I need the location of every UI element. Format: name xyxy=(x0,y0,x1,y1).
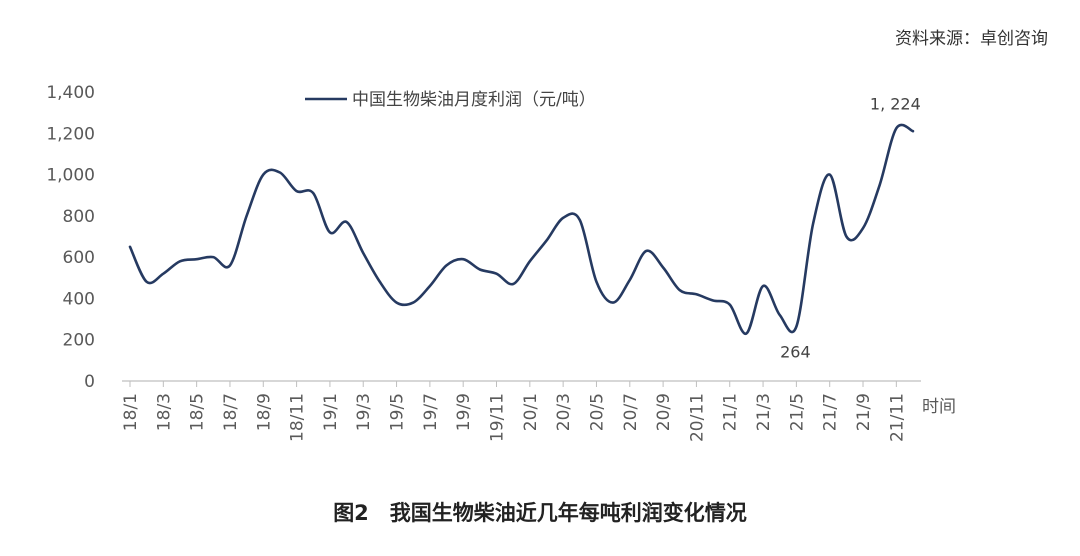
x-tick-label: 21/5 xyxy=(787,393,807,431)
x-axis-labels: 18/1 18/3 18/5 18/7 18/9 18/11 19/1 19/3 19/5 19/… xyxy=(121,393,907,442)
x-tick-label: 20/1 xyxy=(521,393,541,431)
x-tick-label: 20/3 xyxy=(554,393,574,431)
y-tick-label: 0 xyxy=(84,372,95,392)
figure-caption: 图2 我国生物柴油近几年每吨利润变化情况 xyxy=(333,501,747,525)
x-tick-label: 21/9 xyxy=(854,393,874,431)
x-tick-label: 18/3 xyxy=(154,393,174,431)
x-tick-label: 20/11 xyxy=(687,393,707,442)
data-label: 264 xyxy=(780,343,811,362)
x-tick-label: 20/9 xyxy=(654,393,674,431)
x-tick-label: 21/1 xyxy=(721,393,741,431)
x-tick-label: 20/7 xyxy=(621,393,641,431)
series-line xyxy=(128,123,915,335)
x-axis-ticks xyxy=(129,381,897,387)
x-tick-label: 18/9 xyxy=(254,393,274,431)
x-tick-label: 18/11 xyxy=(288,393,308,442)
source-note: 资料来源：卓创咨询 xyxy=(895,29,1048,49)
x-tick-label: 19/5 xyxy=(388,393,408,431)
x-tick-label: 21/11 xyxy=(887,393,907,442)
x-tick-label: 21/3 xyxy=(754,393,774,431)
legend-label: 中国生物柴油月度利润（元/吨） xyxy=(352,90,596,110)
x-tick-label: 19/7 xyxy=(421,393,441,431)
data-annotations: 264 1, 224 xyxy=(780,94,921,361)
y-tick-label: 600 xyxy=(63,248,95,268)
x-tick-label: 19/11 xyxy=(488,393,508,442)
x-tick-label: 19/9 xyxy=(454,393,474,431)
chart-legend: 中国生物柴油月度利润（元/吨） xyxy=(305,90,596,110)
x-tick-label: 21/7 xyxy=(821,393,841,431)
y-tick-label: 800 xyxy=(63,207,95,227)
x-tick-label: 19/1 xyxy=(321,393,341,431)
x-tick-label: 20/5 xyxy=(587,393,607,431)
y-tick-label: 400 xyxy=(63,289,95,309)
data-label: 1, 224 xyxy=(870,94,921,113)
x-tick-label: 18/1 xyxy=(121,393,141,431)
y-axis-labels: 0 200 400 600 800 1,000 1,200 1,400 xyxy=(46,83,95,392)
y-tick-label: 1,400 xyxy=(46,83,95,103)
y-tick-label: 200 xyxy=(63,331,95,351)
x-tick-label: 19/3 xyxy=(354,393,374,431)
x-tick-label: 18/7 xyxy=(221,393,241,431)
y-tick-label: 1,000 xyxy=(46,166,95,186)
x-axis-title: 时间 xyxy=(922,397,956,417)
x-tick-label: 18/5 xyxy=(188,393,208,431)
y-tick-label: 1,200 xyxy=(46,124,95,144)
